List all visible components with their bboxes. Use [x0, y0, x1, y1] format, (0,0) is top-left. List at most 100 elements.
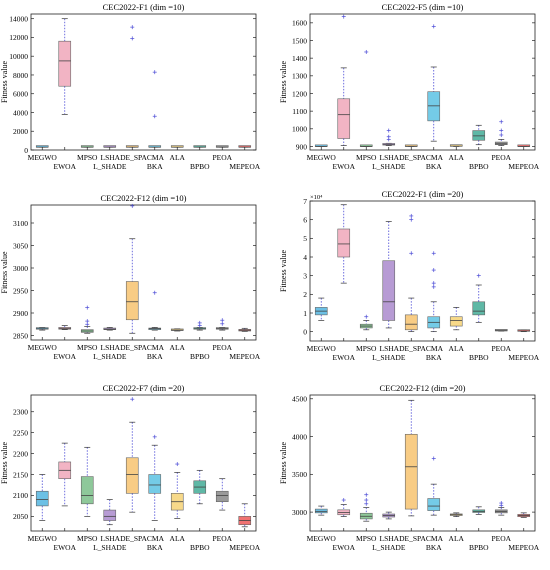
x-tick-label: EWOA — [333, 353, 356, 362]
box-mepeoa — [517, 329, 531, 333]
box-megwo — [314, 297, 328, 321]
box-iqr — [103, 509, 117, 521]
outlier-marker — [341, 498, 346, 503]
y-tick-label: 14000 — [9, 14, 28, 23]
box-iqr — [382, 260, 396, 321]
x-tick-label: MEPEOA — [229, 352, 260, 361]
outlier-marker — [175, 462, 180, 467]
box-lshade-spacma — [125, 203, 139, 334]
box-iqr — [404, 314, 418, 331]
box-ala — [449, 144, 463, 147]
plot-frame — [30, 13, 257, 151]
box-iqr — [80, 476, 94, 505]
x-tick-label: ALA — [170, 534, 186, 543]
x-tick-label: ALA — [170, 153, 186, 162]
x-tick-label: BKA — [147, 352, 163, 361]
x-tick-label: MPSO — [77, 343, 98, 352]
y-tick-label: 7 — [303, 197, 307, 206]
outlier-marker — [197, 320, 202, 325]
outlier-marker — [130, 36, 135, 41]
y-tick-label: 1300 — [292, 72, 307, 81]
y-tick-label: 4 — [303, 253, 307, 262]
y-tick-label: 1 — [303, 309, 307, 318]
x-tick-label: PEOA — [491, 153, 511, 162]
box-ala — [170, 462, 184, 519]
box-peoa — [494, 119, 508, 146]
plot-frame — [309, 394, 536, 532]
x-tick-label: ALA — [449, 534, 465, 543]
x-tick-label: MEGWO — [307, 153, 337, 162]
x-tick-label: BKA — [147, 543, 163, 552]
box-ewoa — [337, 498, 351, 517]
y-axis-label: Fitness value — [279, 250, 288, 292]
x-tick-label: L_SHADE — [372, 353, 406, 362]
y-tick-label: 2200 — [13, 449, 28, 458]
y-tick-label: 4000 — [292, 432, 307, 441]
x-tick-label: BPBO — [469, 353, 489, 362]
box-peoa — [494, 501, 508, 516]
x-tick-label: MEPEOA — [508, 162, 539, 171]
outlier-marker — [476, 273, 481, 278]
chart-panel-2: CEC2022-F5 (dim =10) Fitness value 900 1000… — [279, 2, 540, 171]
outlier-marker — [409, 251, 414, 256]
x-tick-label: ALA — [449, 153, 465, 162]
box-mepeoa — [517, 144, 531, 147]
box-bka — [148, 434, 162, 521]
outlier-marker — [152, 70, 157, 75]
y-axis-label: Fitness value — [279, 442, 288, 484]
y-axis-label: Fitness value — [0, 61, 9, 103]
outlier-marker — [431, 268, 436, 273]
box-iqr — [125, 457, 139, 494]
outlier-marker — [386, 128, 391, 133]
x-tick-label: BPBO — [190, 162, 210, 171]
y-tick-label: 3000 — [292, 508, 307, 517]
y-tick-label: 900 — [296, 142, 308, 151]
outlier-marker — [130, 203, 135, 208]
x-tick-label: BKA — [147, 162, 163, 171]
x-tick-label: MEGWO — [28, 534, 58, 543]
chart-panel-1: CEC2022-F1 (dim =10) Fitness value 0 2000 40… — [0, 2, 261, 171]
chart-panel-6: CEC2022-F12 (dim =20) Fitness value 3000 35… — [279, 383, 540, 552]
y-tick-label: 0 — [24, 146, 28, 155]
plot-frame — [30, 394, 257, 532]
outlier-marker — [220, 321, 225, 326]
x-tick-label: PEOA — [491, 344, 511, 353]
box-lshade-spacma — [404, 213, 418, 333]
y-tick-label: 2950 — [13, 286, 28, 295]
y-tick-label: 2000 — [13, 127, 28, 136]
box-ewoa — [337, 204, 351, 284]
outlier-marker — [499, 128, 504, 133]
outlier-marker — [152, 114, 157, 119]
y-tick-label: 2150 — [13, 470, 28, 479]
outlier-marker — [364, 498, 369, 503]
outlier-marker — [499, 119, 504, 124]
x-tick-label: LSHADE_SPACMA — [380, 534, 444, 543]
box-bka — [148, 290, 162, 331]
y-tick-label: 4500 — [292, 395, 307, 404]
y-axis-label: Fitness value — [0, 251, 9, 293]
outlier-marker — [364, 492, 369, 497]
x-tick-label: BPBO — [190, 352, 210, 361]
x-tick-label: MEGWO — [307, 344, 337, 353]
box-iqr — [427, 91, 441, 122]
x-tick-label: BKA — [426, 353, 442, 362]
outlier-marker — [152, 290, 157, 295]
outlier-marker — [85, 305, 90, 310]
y-axis-label: Fitness value — [0, 442, 9, 484]
outlier-marker — [431, 24, 436, 29]
x-tick-label: MEGWO — [28, 343, 58, 352]
box-megwo — [314, 144, 328, 147]
box-bpbo — [193, 145, 207, 148]
x-tick-label: BPBO — [469, 162, 489, 171]
x-tick-label: MEPEOA — [229, 543, 260, 552]
box-iqr — [215, 490, 229, 503]
chart-title: CEC2022-F5 (dim =10) — [382, 2, 464, 12]
y-tick-label: 3100 — [13, 219, 28, 228]
chart-title: CEC2022-F7 (dim =20) — [103, 383, 185, 393]
x-tick-label: BPBO — [190, 543, 210, 552]
box-iqr — [148, 474, 162, 494]
box-mpso — [359, 49, 373, 147]
y-tick-label: 8000 — [13, 71, 28, 80]
box-ala — [170, 145, 184, 148]
box-peoa — [215, 145, 229, 148]
